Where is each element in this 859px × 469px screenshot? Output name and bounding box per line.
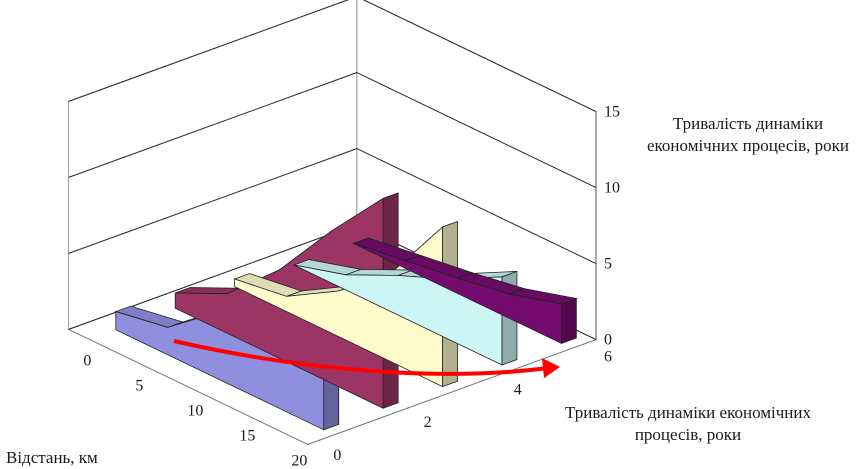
- trend-arrow-line: [173, 339, 549, 376]
- x-tick-label-0: 0: [83, 352, 91, 369]
- x-axis-title: Відстань, км: [6, 448, 98, 467]
- series-layer: [114, 192, 578, 431]
- gridlines: [68, 0, 597, 341]
- trend-arrow-head: [542, 358, 560, 378]
- z-tick-label-2: 10: [604, 180, 620, 197]
- series-4: [352, 237, 578, 345]
- x-tick-label-3: 15: [239, 427, 255, 444]
- y-tick-label-2: 4: [514, 381, 522, 398]
- gridline-z-2: [68, 72, 597, 189]
- x-tick-label-2: 10: [187, 402, 203, 419]
- series-4-endcap: [561, 297, 577, 344]
- y-tick-label-0: 0: [333, 447, 341, 464]
- floor-edge: [68, 328, 597, 445]
- z-tick-label-0: 0: [604, 332, 612, 349]
- y-axis-title: Тривалість динаміки економічних процесів…: [565, 403, 811, 444]
- gridline-z-1: [68, 148, 597, 265]
- y-tick-label-1: 2: [424, 414, 432, 431]
- chart-walls: [68, 0, 597, 445]
- tick-labels: 0 5 10 15 0 5 10 15 20 0 2 4 6: [83, 104, 620, 469]
- x-tick-label-4: 20: [291, 452, 307, 469]
- z-axis-title: Тривалість динаміки економічних процесів…: [646, 114, 849, 155]
- x-tick-label-1: 5: [135, 377, 143, 394]
- gridline-z-3: [68, 0, 597, 113]
- z-tick-label-1: 5: [604, 256, 612, 273]
- y-tick-label-3: 6: [604, 349, 612, 366]
- z-tick-label-3: 15: [604, 104, 620, 121]
- trend-arrow: [173, 339, 560, 378]
